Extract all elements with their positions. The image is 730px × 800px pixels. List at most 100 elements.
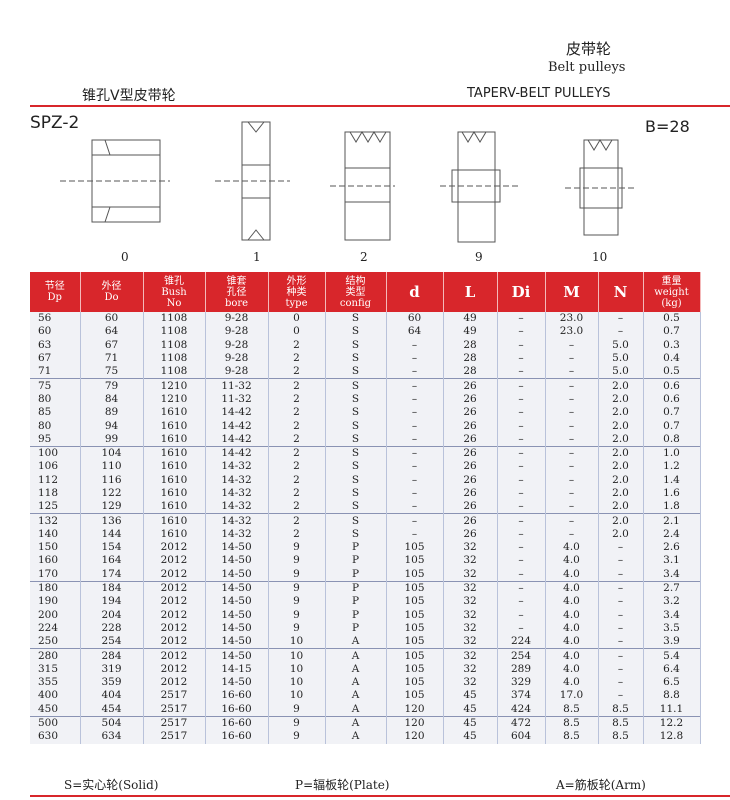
cell: – xyxy=(497,473,546,487)
cell: 60 xyxy=(386,312,444,326)
cell: 180 xyxy=(30,580,81,596)
cell: 26 xyxy=(443,500,498,514)
cell: 2.0 xyxy=(598,445,644,461)
cell: 1108 xyxy=(143,365,206,379)
cell: 5.0 xyxy=(598,338,644,352)
cell: 6.5 xyxy=(643,676,701,690)
cell: 56 xyxy=(30,312,81,326)
cell: 89 xyxy=(80,406,144,420)
cell: 144 xyxy=(80,527,144,542)
cell: 118 xyxy=(30,486,81,501)
cell: 2 xyxy=(268,473,326,487)
cell: S xyxy=(325,392,387,407)
cell: P xyxy=(325,580,387,596)
cell: – xyxy=(598,325,644,339)
cell: 359 xyxy=(80,676,144,690)
cell: – xyxy=(545,513,599,528)
cell: 26 xyxy=(443,486,498,501)
footer-rule xyxy=(30,795,730,797)
cell: 1610 xyxy=(143,500,206,514)
cell: 194 xyxy=(80,595,144,609)
cell: – xyxy=(497,445,546,461)
cell: 84 xyxy=(80,392,144,407)
cell: 17.0 xyxy=(545,689,599,703)
cell: 424 xyxy=(497,702,546,717)
diagram-label: 9 xyxy=(475,250,483,264)
cell: 14-32 xyxy=(205,513,269,528)
cell: 100 xyxy=(30,445,81,461)
cell: 26 xyxy=(443,527,498,542)
subtitle-cn: 锥孔V型皮带轮 xyxy=(82,88,176,104)
cell: – xyxy=(386,486,444,501)
cell: 9 xyxy=(268,730,326,744)
cell: 5.4 xyxy=(643,648,701,663)
cell: 0.3 xyxy=(643,338,701,352)
cell: – xyxy=(545,392,599,407)
cell: 4.0 xyxy=(545,648,599,663)
header-line: M xyxy=(563,282,580,301)
cell: 280 xyxy=(30,648,81,663)
cell: 0.4 xyxy=(643,351,701,366)
cell: 10 xyxy=(268,689,326,703)
cell: 190 xyxy=(30,595,81,609)
table-row: 280 284 2012 14-50 10 A 105 32 254 4.0–5.4 xyxy=(30,648,701,663)
cell: – xyxy=(386,473,444,487)
cell: 184 xyxy=(80,580,144,596)
cell: 2.0 xyxy=(598,473,644,487)
cell: 160 xyxy=(30,554,81,568)
cell: S xyxy=(325,460,387,474)
column-header: M xyxy=(545,272,599,312)
cell: 12.2 xyxy=(643,715,701,731)
cell: 105 xyxy=(386,580,444,596)
cell: – xyxy=(497,621,546,636)
cell: 1610 xyxy=(143,473,206,487)
header-line: 类型 xyxy=(345,286,366,298)
cell: 16-60 xyxy=(205,689,269,703)
cell: 14-50 xyxy=(205,580,269,596)
cell: 9 xyxy=(268,621,326,636)
header-rule xyxy=(30,105,730,107)
cell: 71 xyxy=(80,351,144,366)
cell: – xyxy=(598,676,644,690)
cell: S xyxy=(325,406,387,420)
cell: 450 xyxy=(30,702,81,717)
legend-solid: S=实心轮(Solid) xyxy=(64,778,159,792)
cell: 75 xyxy=(30,378,81,393)
cell: 2 xyxy=(268,527,326,542)
cell: 1.0 xyxy=(643,445,701,461)
header-line: 外形 xyxy=(286,275,307,287)
table-row: 63 67 1108 9-28 2 S –28– –5.0 0.3 xyxy=(30,338,701,352)
cell: – xyxy=(545,351,599,366)
cell: 1610 xyxy=(143,460,206,474)
cell: S xyxy=(325,527,387,542)
cell: 10 xyxy=(268,662,326,677)
cell: 2 xyxy=(268,432,326,447)
cell: 49 xyxy=(443,325,498,339)
diagram-label: 0 xyxy=(121,250,129,264)
cell: 2.0 xyxy=(598,513,644,528)
cell: 26 xyxy=(443,378,498,393)
cell: 95 xyxy=(30,432,81,447)
cell: 116 xyxy=(80,473,144,487)
cell: 64 xyxy=(386,325,444,339)
cell: 2.0 xyxy=(598,460,644,474)
cell: 0 xyxy=(268,312,326,326)
cell: 8.5 xyxy=(598,730,644,744)
cell: 2 xyxy=(268,500,326,514)
table-body: 56 60 1108 9-28 0 S 60 49–23.0–0.5 60 64 1108 9-28 0… xyxy=(30,312,701,744)
cell: 0.7 xyxy=(643,325,701,339)
cell: – xyxy=(545,432,599,447)
cell: A xyxy=(325,730,387,744)
cell: 2 xyxy=(268,513,326,528)
cell: 26 xyxy=(443,513,498,528)
cell: 170 xyxy=(30,567,81,582)
cell: 2.0 xyxy=(598,500,644,514)
section-label: SPZ-2 xyxy=(30,113,80,133)
cell: – xyxy=(545,473,599,487)
cell: 16-60 xyxy=(205,730,269,744)
cell: P xyxy=(325,567,387,582)
cell: 1108 xyxy=(143,325,206,339)
cell: 99 xyxy=(80,432,144,447)
table-row: 450 454 2517 16-60 9 A 120 45 424 8.5 8.5 11.1 xyxy=(30,702,701,717)
